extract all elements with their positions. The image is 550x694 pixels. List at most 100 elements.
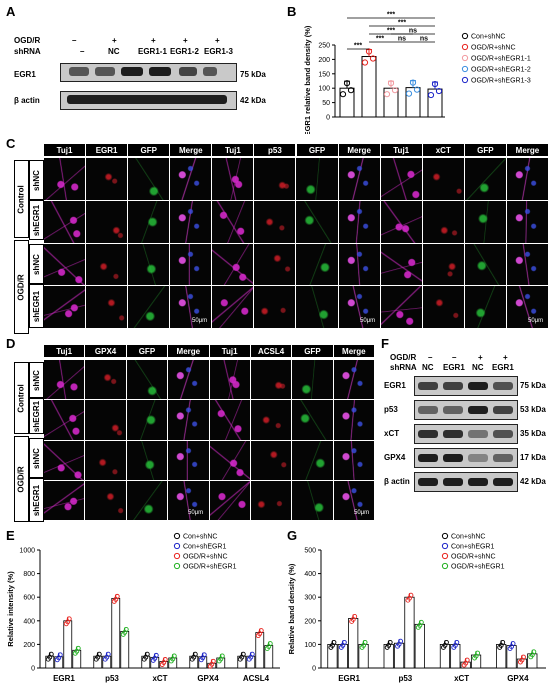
channel-header: ACSL4	[250, 345, 292, 357]
micrograph-xct	[422, 243, 464, 286]
micrograph-merge	[170, 200, 212, 243]
protein-label: β actin	[14, 96, 40, 105]
channel-header: Tuj1	[212, 144, 254, 156]
row-label-shegr1: shEGR1	[29, 398, 44, 434]
sig-label: ns	[398, 36, 406, 43]
y-tick-label: 150	[318, 71, 330, 78]
micrograph-egr1	[86, 200, 128, 243]
y-tick-label: 200	[318, 57, 330, 64]
channel-header: GFP	[464, 144, 506, 156]
shrna-label: EGR1-3	[204, 47, 233, 56]
channel-header: Tuj1	[380, 144, 422, 156]
shrna-label: EGR1-2	[170, 47, 199, 56]
channel-header: Merge	[333, 345, 374, 357]
legend-marker	[441, 542, 449, 550]
legend-marker	[461, 54, 469, 62]
micrograph-tuj1	[44, 243, 86, 286]
bar	[264, 645, 274, 669]
x-tick-label: EGR1	[53, 674, 75, 683]
data-point	[209, 661, 215, 667]
micrograph-gfp	[128, 158, 170, 200]
row-label-shnc: shNC	[29, 438, 44, 478]
panel-letter-e: E	[6, 528, 15, 543]
channel-header: Merge	[168, 345, 209, 357]
micrograph-merge	[170, 158, 212, 200]
bar	[404, 596, 415, 669]
micrograph-merge	[333, 400, 374, 440]
bar	[506, 645, 517, 669]
y-tick-label: 200	[304, 618, 316, 625]
legend-marker	[461, 76, 469, 84]
blot-xct	[414, 424, 518, 444]
legend-marker	[441, 562, 449, 570]
protein-label: β actin	[384, 477, 410, 486]
micrograph-gpx4	[85, 400, 126, 440]
legend-label: Con+shEGR1	[451, 544, 494, 551]
y-axis-label: EGR1 relative band density (%)	[303, 25, 312, 134]
channel-header: p53	[254, 144, 296, 156]
legend-marker	[441, 532, 449, 540]
x-tick-label: xCT	[454, 674, 469, 683]
channel-header: GPX4	[85, 345, 126, 357]
x-tick-label: GPX4	[507, 674, 529, 683]
micrograph-gfp	[464, 286, 506, 328]
panel-letter-c: C	[6, 136, 16, 151]
micrograph-gfp	[126, 400, 168, 440]
micrograph-gfp	[128, 286, 170, 328]
channel-header: EGR1	[86, 144, 128, 156]
bar	[111, 597, 121, 669]
y-tick-label: 400	[23, 618, 35, 625]
data-point	[442, 642, 448, 648]
row-label-shegr1: shEGR1	[29, 200, 44, 240]
micrograph-merge	[333, 360, 374, 400]
blot-actin	[414, 472, 518, 492]
micrograph-merge	[506, 286, 548, 328]
data-point	[340, 642, 346, 648]
y-tick-label: 800	[23, 571, 35, 578]
data-point	[56, 655, 62, 661]
bar	[358, 644, 369, 669]
data-point	[383, 91, 391, 98]
blot-egr1	[414, 376, 518, 396]
channel-header: Merge	[506, 144, 548, 156]
ogdr-sign: +	[503, 353, 508, 362]
ogdr-sign: +	[112, 36, 117, 45]
micrograph-gpx4	[85, 360, 126, 400]
data-point	[339, 91, 347, 98]
data-point	[417, 622, 423, 628]
legend-marker	[441, 552, 449, 560]
x-tick-label: ACSL4	[243, 674, 270, 683]
micrograph-xct	[422, 200, 464, 243]
micrograph-egr1	[86, 286, 128, 328]
panel-g-bar-chart: 0 100 200 300 400 500 Relative band density (%…	[287, 532, 546, 683]
scale-bar: 50μm	[354, 510, 370, 516]
micrograph-merge	[170, 286, 212, 328]
legend-label: OGD/R+shNC	[183, 554, 228, 561]
micrograph-p53	[254, 158, 296, 200]
legend-label: Con+shNC	[451, 534, 485, 541]
row-label-ogdr: OGD/R	[14, 36, 41, 45]
channel-header: Tuj1	[209, 345, 250, 357]
legend-label: Con+shNC	[183, 534, 217, 541]
micrograph-p53	[254, 200, 296, 243]
blot-gpx4	[414, 448, 518, 468]
group-label-ogdr: OGD/R	[14, 240, 29, 334]
y-tick-label: 100	[304, 642, 316, 649]
data-point	[509, 644, 515, 650]
data-point	[386, 642, 392, 648]
micrograph-tuj1	[380, 286, 422, 328]
micrograph-gfp	[292, 400, 333, 440]
data-point	[435, 87, 443, 95]
legend-label: OGD/R+shNC	[451, 554, 496, 561]
row-label-shrna: shRNA	[390, 363, 417, 372]
channel-header: GFP	[128, 144, 170, 156]
bar	[470, 654, 482, 669]
group-label-control: Control	[14, 160, 29, 238]
shrna-label: NC	[422, 363, 434, 372]
micrograph-tuj1	[212, 200, 254, 243]
kda-label: 75 kDa	[240, 70, 266, 79]
row-label-ogdr: OGD/R	[390, 353, 417, 362]
y-tick-label: 100	[318, 86, 330, 93]
micrograph-gfp	[126, 440, 168, 480]
micrograph-merge	[333, 440, 374, 480]
